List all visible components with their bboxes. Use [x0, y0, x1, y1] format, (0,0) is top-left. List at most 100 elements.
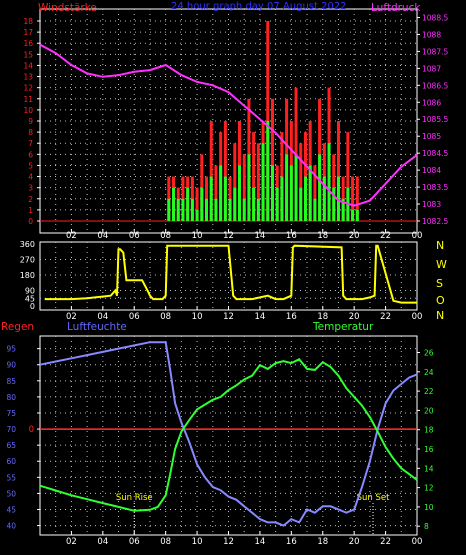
wind-tick-label: 18	[23, 17, 33, 26]
x-tick-label: 12	[223, 231, 234, 241]
x-tick-label: 00	[412, 312, 423, 322]
wind-avg-bar	[289, 165, 293, 221]
wind-gust-bar	[252, 132, 256, 221]
x-tick-label: 18	[317, 231, 328, 241]
wind-avg-bar	[285, 154, 289, 221]
x-tick-label: 18	[317, 312, 328, 322]
wind-tick-label: 11	[23, 95, 33, 104]
pressure-axis-ticks: 1082.5 1083 1083.5 1084 1084.5 1085 1085.5 1086…	[417, 13, 448, 226]
x-tick-label: 06	[129, 537, 140, 547]
x-tick-label: 16	[286, 537, 297, 547]
wind-avg-bar	[322, 176, 326, 221]
wind-avg-bar	[181, 198, 185, 221]
pressure-tick-label: 1084.5	[422, 149, 448, 158]
wind-tick-label: 17	[23, 28, 33, 37]
wind-avg-bar	[186, 187, 190, 221]
wind-gust-bar	[355, 176, 359, 221]
humidity-axis-ticks: 40 45 50 55 60 65 70 75 80 85 90 95	[6, 345, 40, 531]
wind-avg-bar	[332, 187, 336, 221]
wind-tick-label: 6	[28, 150, 33, 159]
wind-tick-label: 2	[28, 195, 33, 204]
humidity-tick-label: 60	[6, 457, 16, 466]
wind-tick-label: 8	[28, 128, 33, 137]
wind-avg-bar	[228, 198, 232, 221]
wind-tick-label: 0	[28, 217, 33, 226]
x-tick-label: 18	[317, 537, 328, 547]
x-tick-label: 00	[412, 231, 423, 241]
wind-gust-bar	[346, 132, 350, 221]
wind-gust-bar	[256, 143, 260, 221]
humidity-temperature-x-ticks: 02 04 06 08 10 12 14 16 18 20 22 00	[66, 531, 422, 547]
pressure-tick-label: 1083	[422, 200, 441, 209]
humidity-tick-label: 45	[6, 505, 16, 514]
wind-avg-bar	[303, 176, 307, 221]
pressure-tick-label: 1086	[422, 98, 441, 107]
x-tick-label: 10	[192, 312, 203, 322]
humidity-tick-label: 95	[6, 345, 16, 354]
x-tick-label: 14	[255, 537, 266, 547]
pressure-tick-label: 1088	[422, 30, 441, 39]
wind-avg-bar	[270, 165, 274, 221]
wind-tick-label: 12	[23, 84, 33, 93]
wind-pressure-grid	[40, 9, 417, 233]
pressure-tick-label: 1083.5	[422, 183, 448, 192]
x-tick-label: 00	[412, 537, 423, 547]
wind-avg-bar	[266, 121, 270, 221]
wind-tick-label: 13	[23, 73, 33, 82]
wind-avg-bar	[261, 143, 265, 221]
humidity-tick-label: 85	[6, 377, 16, 386]
x-tick-label: 14	[255, 312, 266, 322]
wind-avg-bar	[223, 176, 227, 221]
wind-direction-x-ticks: 02 04 06 08 10 12 14 16 18 20 22 00	[66, 306, 422, 322]
compass-o: O	[436, 294, 445, 307]
compass-w: W	[436, 258, 447, 271]
direction-tick-label: 90	[25, 287, 35, 296]
wind-avg-bar	[299, 187, 303, 221]
wind-avg-bar	[237, 165, 241, 221]
wind-avg-bar	[190, 198, 194, 221]
wind-avg-bar	[247, 154, 251, 221]
temperature-tick-label: 18	[424, 426, 434, 435]
x-tick-label: 12	[223, 312, 234, 322]
wind-avg-bar	[318, 154, 322, 221]
wind-tick-label: 15	[23, 50, 33, 59]
temperature-tick-label: 8	[424, 522, 429, 531]
humidity-tick-label: 90	[6, 361, 16, 370]
temperature-tick-label: 16	[424, 445, 434, 454]
humidity-temperature-panel: Sun Rise Sun Set 0 40 45 50 55 60 65 70 75 80 85 9…	[6, 335, 434, 547]
temperature-label: Temperatur	[312, 321, 374, 333]
compass-n-bottom: N	[436, 309, 444, 322]
humidity-tick-label: 40	[6, 522, 16, 531]
wind-tick-label: 10	[23, 106, 33, 115]
x-tick-label: 22	[380, 231, 391, 241]
wind-avg-bar	[242, 198, 246, 221]
x-tick-label: 06	[129, 312, 140, 322]
wind-avg-bar	[327, 143, 331, 221]
humidity-tick-label: 65	[6, 441, 16, 450]
wind-tick-label: 5	[28, 161, 33, 170]
wind-gust-bar	[351, 176, 355, 221]
compass-labels: N W S O N	[436, 239, 447, 322]
sun-set-label: Sun Set	[357, 493, 390, 503]
wind-gust-bar	[242, 154, 246, 221]
wind-avg-bar	[341, 198, 345, 221]
wind-avg-bar	[176, 198, 180, 221]
wind-gust-bar	[270, 98, 274, 221]
wind-avg-bar	[355, 209, 359, 221]
wind-avg-bar	[195, 209, 199, 221]
wind-gust-bar	[200, 154, 204, 221]
humidity-tick-label: 70	[6, 425, 16, 434]
wind-label: Windstärke	[38, 2, 97, 14]
humidity-label: Luftfeuchte	[67, 321, 127, 333]
humidity-tick-label: 75	[6, 409, 16, 418]
direction-tick-label: 45	[25, 294, 35, 303]
temperature-tick-label: 22	[424, 387, 434, 396]
pressure-tick-label: 1087.5	[422, 47, 448, 56]
wind-gust-bar	[233, 143, 237, 221]
wind-gust-bar	[195, 187, 199, 221]
wind-avg-bar	[275, 187, 279, 221]
x-tick-label: 10	[192, 231, 203, 241]
direction-tick-label: 360	[20, 240, 35, 249]
